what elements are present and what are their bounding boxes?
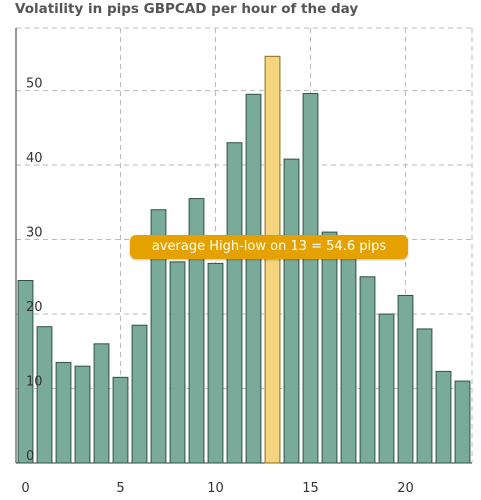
bar [207,262,224,464]
y-tick-label: 10 [26,375,43,390]
bar [416,328,433,464]
bar [74,365,91,464]
x-tick-label: 10 [207,481,224,496]
bar [378,313,395,464]
bars [17,55,471,464]
bar-highlighted [264,55,281,464]
bar [112,376,129,464]
y-tick-label: 50 [26,77,43,92]
x-tick-label: 5 [116,481,124,496]
bar [359,276,376,464]
y-tick-label: 40 [26,151,43,166]
bar [188,198,205,464]
bar [169,261,186,464]
bar [55,361,72,464]
x-tick-labels: 0 5 10 15 20 [21,481,413,496]
y-tick-labels: 0 10 20 30 40 50 [26,77,43,464]
x-tick-label: 0 [21,481,29,496]
bar [283,158,300,464]
highlight-tooltip: average High-low on 13 = 54.6 pips [130,235,408,259]
bar [150,209,167,464]
bar [397,294,414,464]
x-tick-label: 20 [397,481,414,496]
bar [321,231,338,464]
bar [93,343,110,464]
bar [454,380,471,464]
x-tick-label: 15 [302,481,319,496]
bar [245,93,262,464]
bar [435,370,452,464]
y-tick-label: 20 [26,300,43,315]
y-tick-label: 30 [26,226,43,241]
y-tick-label: 0 [26,449,34,464]
bar [340,253,357,464]
chart-title: Volatility in pips GBPCAD per hour of th… [15,1,359,17]
bar [17,280,34,464]
bar [36,326,53,464]
bar [131,324,148,464]
bar [226,142,243,464]
bar [302,93,319,464]
